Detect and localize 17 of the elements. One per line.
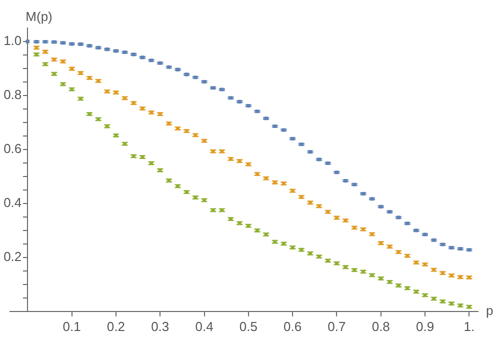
x-tick-label: 0.6: [284, 318, 302, 334]
y-tick-label: 0.2: [4, 248, 22, 264]
x-tick-label: 0.3: [151, 318, 170, 334]
x-tick-label: 1.: [464, 318, 475, 334]
x-tick-label: 0.7: [328, 318, 346, 334]
x-tick-label: 0.5: [239, 318, 258, 334]
x-tick-label: 0.8: [372, 318, 390, 334]
x-tick-label: 0.4: [195, 318, 214, 334]
x-tick-label: 0.1: [62, 318, 81, 334]
y-tick-label: 1.0: [4, 33, 22, 48]
x-tick-label: 0.2: [106, 318, 125, 334]
y-tick-label: 0.6: [4, 141, 22, 156]
x-tick-label: 0.9: [416, 318, 434, 334]
y-tick-label: 0.4: [4, 195, 22, 210]
y-tick-label: 0.8: [4, 87, 22, 102]
y-axis-title: M(p): [26, 9, 52, 24]
x-axis-title: p: [486, 302, 494, 318]
